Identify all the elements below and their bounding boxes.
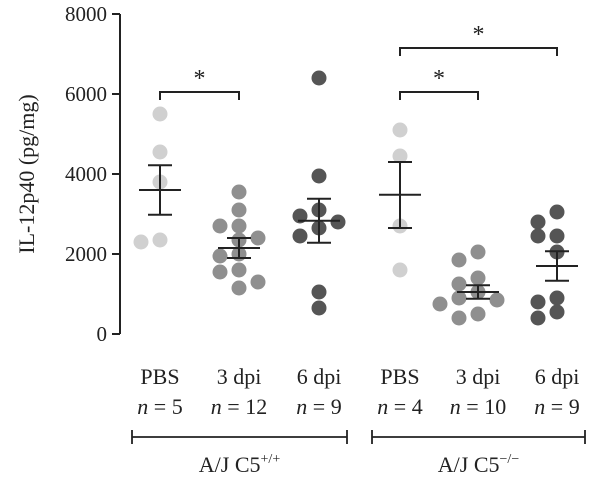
mean-sem-bars [139, 161, 578, 300]
data-point [292, 228, 308, 244]
data-point [231, 184, 247, 200]
data-point [489, 292, 505, 308]
significance-star: * [194, 66, 206, 92]
category-labels: PBS n = 5 3 dpi n = 12 6 dpi n = 9 PBS n = 4 3 d… [137, 364, 579, 419]
data-point [451, 290, 467, 306]
data-point [250, 230, 266, 246]
category-label: 6 dpi [535, 364, 580, 389]
data-point [250, 274, 266, 290]
data-point [231, 280, 247, 296]
sample-size-label: n = 5 [137, 394, 182, 419]
data-point [549, 290, 565, 306]
data-point [451, 252, 467, 268]
data-point [451, 310, 467, 326]
data-point [451, 276, 467, 292]
data-point [311, 168, 327, 184]
significance-bracket [399, 47, 558, 56]
significance-bracket [159, 91, 240, 100]
y-tick-label: 8000 [65, 2, 107, 26]
data-point [231, 262, 247, 278]
data-point [311, 284, 327, 300]
category-label: PBS [140, 364, 179, 389]
data-point [530, 228, 546, 244]
data-point [311, 70, 327, 86]
data-point [432, 296, 448, 312]
data-point [530, 310, 546, 326]
group-bracket [131, 430, 348, 444]
data-points [133, 70, 565, 326]
data-point [530, 214, 546, 230]
data-point [392, 122, 408, 138]
significance-bracket [399, 91, 479, 100]
significance-brackets: * * * [159, 22, 558, 100]
sample-size-label: n = 9 [296, 394, 341, 419]
data-point [292, 208, 308, 224]
data-point [152, 232, 168, 248]
data-point [392, 262, 408, 278]
data-point [231, 202, 247, 218]
group-label: A/J C5+/+ [199, 452, 281, 477]
category-label: 6 dpi [297, 364, 342, 389]
data-point [470, 306, 486, 322]
data-point [212, 264, 228, 280]
sample-size-label: n = 9 [534, 394, 579, 419]
data-point [530, 294, 546, 310]
data-point [392, 148, 408, 164]
sample-size-label: n = 12 [211, 394, 267, 419]
significance-star: * [473, 22, 485, 48]
y-tick-label: 2000 [65, 242, 107, 266]
data-point [212, 218, 228, 234]
data-point [470, 270, 486, 286]
y-ticks: 0 2000 4000 6000 8000 [65, 2, 120, 346]
data-point [152, 106, 168, 122]
category-label: PBS [380, 364, 419, 389]
data-point [311, 300, 327, 316]
data-point [231, 218, 247, 234]
y-axis-label: IL-12p40 (pg/mg) [14, 94, 39, 253]
y-tick-label: 4000 [65, 162, 107, 186]
data-point [549, 204, 565, 220]
data-point [549, 228, 565, 244]
sample-size-label: n = 4 [377, 394, 422, 419]
group-label: A/J C5−/− [438, 452, 520, 477]
data-point [152, 144, 168, 160]
group-labels: A/J C5+/+ A/J C5−/− [131, 430, 586, 477]
y-tick-label: 6000 [65, 82, 107, 106]
y-tick-label: 0 [97, 322, 108, 346]
significance-star: * [433, 66, 445, 92]
data-point [549, 304, 565, 320]
data-point [330, 214, 346, 230]
data-point [470, 244, 486, 260]
data-point [212, 248, 228, 264]
category-label: 3 dpi [456, 364, 501, 389]
group-bracket [371, 430, 586, 444]
category-label: 3 dpi [217, 364, 262, 389]
sample-size-label: n = 10 [450, 394, 506, 419]
data-point [133, 234, 149, 250]
